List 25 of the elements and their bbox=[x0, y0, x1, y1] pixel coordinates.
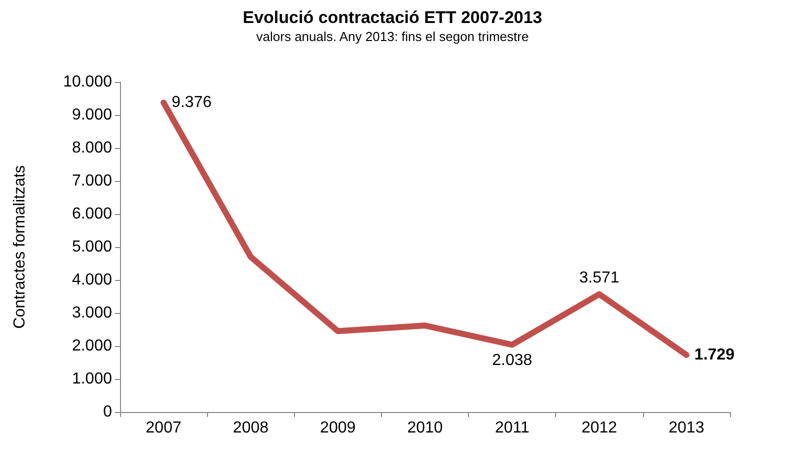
chart-title: Evolució contractació ETT 2007-2013 bbox=[242, 8, 542, 27]
x-tick-label: 2009 bbox=[320, 420, 356, 436]
y-tick-label: 1.000 bbox=[72, 370, 112, 388]
y-tick-label: 0 bbox=[103, 404, 112, 420]
data-label: 9.376 bbox=[172, 94, 212, 112]
y-tick-label: 9.000 bbox=[72, 106, 112, 124]
x-tick-label: 2013 bbox=[668, 420, 704, 436]
y-tick-label: 2.000 bbox=[72, 338, 112, 354]
x-tick-label: 2010 bbox=[407, 420, 443, 436]
x-tick-label: 2011 bbox=[494, 420, 530, 436]
y-tick-label: 10.000 bbox=[63, 74, 112, 90]
y-tick-label: 4.000 bbox=[72, 272, 112, 288]
y-axis-title: Contractes formalitzats bbox=[12, 165, 28, 329]
x-tick-label: 2007 bbox=[146, 420, 182, 436]
data-label: 3.571 bbox=[579, 270, 620, 287]
x-tick-label: 2008 bbox=[232, 420, 269, 436]
data-label: 1.729 bbox=[694, 346, 735, 364]
y-tick-label: 8.000 bbox=[72, 140, 112, 156]
y-tick-label: 7.000 bbox=[72, 172, 112, 190]
chart-subtitle: valors anuals. Any 2013: fins el segon trimestre bbox=[256, 29, 529, 44]
y-tick-label: 6.000 bbox=[72, 206, 112, 222]
x-tick-label: 2012 bbox=[581, 420, 618, 436]
y-tick-label: 3.000 bbox=[72, 304, 112, 322]
y-tick-label: 5.000 bbox=[72, 238, 112, 256]
data-label: 2.038 bbox=[492, 352, 532, 370]
